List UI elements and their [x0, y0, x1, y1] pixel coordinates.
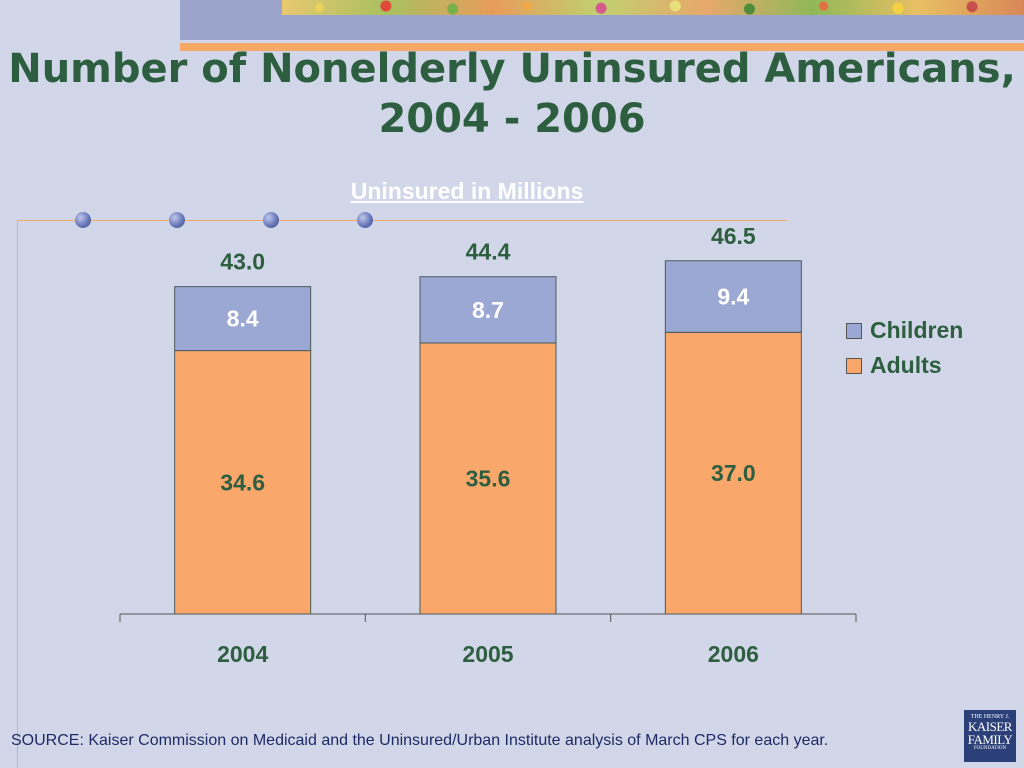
header-stripe: [180, 43, 1024, 51]
decorative-rule-horizontal: [17, 220, 787, 221]
page-title-line-1: Number of Nonelderly Uninsured Americans…: [8, 46, 1016, 92]
legend-label-children: Children: [870, 317, 964, 343]
logo-text-line-1: THE HENRY J.: [970, 714, 1010, 720]
logo-text-line-4: FOUNDATION: [973, 746, 1007, 751]
x-tick-label-2004: 2004: [217, 641, 268, 667]
data-label-adults-2004: 34.6: [220, 469, 265, 495]
decorative-dot-icon: [169, 212, 185, 228]
bar-children-2005: [419, 276, 557, 344]
data-label-total-2006: 46.5: [711, 223, 756, 249]
floral-banner-image: [282, 0, 1024, 15]
decorative-rule-vertical: [17, 220, 18, 768]
bar-adults-2005: [419, 342, 557, 615]
chart-subtitle: Uninsured in Millions: [350, 178, 584, 204]
bar-children-2004: [174, 286, 312, 352]
source-note: SOURCE: Kaiser Commission on Medicaid an…: [11, 732, 829, 749]
data-label-adults-2006: 37.0: [711, 460, 756, 486]
decorative-dot-icon: [357, 212, 373, 228]
bar-adults-2006: [664, 331, 802, 615]
bar-adults-2004: [174, 350, 312, 615]
kaiser-family-foundation-logo: THE HENRY J. KAISER FAMILY FOUNDATION: [964, 710, 1016, 762]
decorative-dot-icon: [263, 212, 279, 228]
logo-text-line-2: KAISER: [968, 719, 1012, 734]
data-label-total-2005: 44.4: [466, 239, 511, 265]
legend-item-children: Children: [846, 313, 963, 348]
page-title-line-2: 2004 - 2006: [378, 96, 646, 142]
data-label-children-2005: 8.7: [472, 297, 504, 323]
decorative-dot-icon: [75, 212, 91, 228]
bar-children-2006: [664, 260, 802, 333]
legend-item-adults: Adults: [846, 348, 963, 383]
data-label-children-2006: 9.4: [717, 284, 749, 310]
x-tick-label-2006: 2006: [708, 641, 759, 667]
data-label-total-2004: 43.0: [220, 249, 265, 275]
data-label-adults-2005: 35.6: [466, 465, 511, 491]
page-title: Number of Nonelderly Uninsured Americans…: [0, 44, 1024, 144]
legend-swatch-adults: [846, 357, 862, 374]
logo-text-line-3: FAMILY: [967, 732, 1013, 747]
data-label-children-2004: 8.4: [227, 306, 259, 332]
legend-label-adults: Adults: [870, 352, 942, 378]
x-tick-label-2005: 2005: [462, 641, 513, 667]
chart-legend: Children Adults: [846, 313, 963, 383]
legend-swatch-children: [846, 322, 862, 339]
